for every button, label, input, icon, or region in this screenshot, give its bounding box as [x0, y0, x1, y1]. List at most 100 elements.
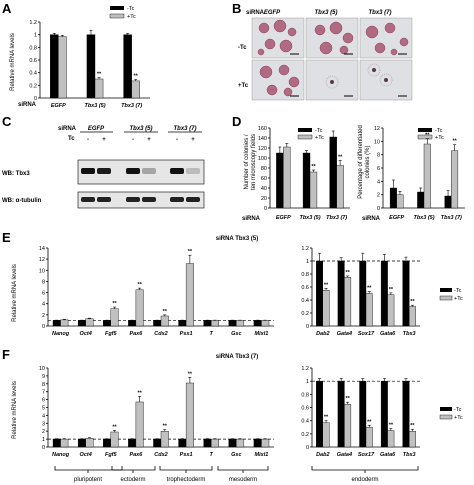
y-tick-label: 2 [377, 193, 380, 199]
panel-d-legend-left: -Tc +Tc [297, 128, 324, 141]
panel-letter-b: B [232, 1, 241, 16]
bar-minus-tc [337, 380, 345, 448]
panel-c-tc-label: Tc [68, 136, 75, 142]
panel-c-tc-marks: - + - + - + [87, 137, 195, 143]
bar-plus-tc [185, 263, 194, 327]
y-tick-label: 80 [261, 166, 267, 172]
significance-marker: ** [367, 286, 372, 292]
bar-minus-tc [359, 260, 367, 327]
bar-minus-tc [402, 380, 410, 448]
y-tick-label: 10 [374, 139, 380, 145]
colony [399, 37, 409, 47]
bar-plus-tc [135, 289, 144, 327]
bar-minus-tc [380, 380, 388, 448]
bar-minus-tc [128, 320, 137, 327]
blot-tbx3 [77, 159, 205, 185]
bar-plus-tc [322, 290, 330, 327]
y-tick-label: 0.2 [301, 432, 309, 438]
chart-f-left: 0 1 2 3 45 6 7 8 9 10 Nanog Oct4 ** Fgf5 ** Pax6 ** Cdx2 *… [39, 366, 274, 458]
significance-marker: ** [97, 72, 102, 78]
legend-swatch-minus-tc [440, 407, 452, 411]
y-tick-label: 2 [42, 429, 45, 435]
blot-band [186, 197, 200, 202]
y-tick-label: 5 [42, 406, 45, 412]
panel-b-row-minus-tc: -Tc [238, 45, 247, 51]
legend-swatch-minus-tc [110, 6, 124, 10]
legend-label-plus-tc: +Tc [435, 135, 444, 141]
bar-plus-tc [236, 438, 245, 448]
x-tick-label: Tbx3 (7) [326, 215, 347, 221]
y-tick-label: 8 [42, 382, 45, 388]
panel-d-ylabel-right-2: colonies (%) [365, 145, 371, 178]
panel-letter-c: C [2, 114, 12, 129]
legend-label-minus-tc: -Tc [315, 128, 323, 134]
legend-swatch-minus-tc [440, 288, 452, 292]
x-tick-label: Fgf5 [105, 331, 118, 337]
y-tick-label: 0.6 [29, 58, 37, 64]
flattened-colony [367, 63, 381, 77]
brace-trophectoderm [159, 466, 213, 473]
bar-minus-tc [228, 320, 237, 327]
legend-label-plus-tc: +Tc [454, 415, 463, 421]
y-tick-label: 9 [42, 374, 45, 380]
legend-label-plus-tc: +Tc [315, 135, 324, 141]
micrograph [305, 59, 359, 101]
panel-e-legend: -Tc +Tc [439, 288, 463, 302]
colony [273, 19, 287, 33]
bar-minus-tc [276, 152, 284, 209]
y-tick-label: 0.6 [301, 406, 309, 412]
bar-minus-tc [103, 438, 111, 448]
panel-c-col-tbx3-5: Tbx3 (5) [129, 126, 152, 132]
x-tick-label: Gsc [231, 452, 241, 458]
panel-d-ylabel-left-2: ten microscopy fields [251, 134, 257, 190]
bar-minus-tc [123, 34, 132, 99]
blot-band [170, 168, 184, 174]
legend-swatch-plus-tc [439, 414, 453, 420]
chart-e-left: 0 2 4 6 8 10 12 14 Nanog Oct4 ** Fgf5 ** Pax6 ** Cdx2 **… [39, 246, 274, 337]
bar-plus-tc [85, 438, 94, 448]
y-tick-label: 20 [261, 196, 267, 202]
bar-plus-tc [336, 165, 344, 209]
significance-marker: ** [112, 301, 117, 307]
bar-minus-tc [153, 438, 162, 448]
bar-plus-tc [160, 431, 169, 448]
colony [339, 45, 349, 55]
blot-band [142, 197, 156, 202]
colony [258, 22, 270, 34]
y-tick-label: 0 [42, 445, 45, 451]
x-tick-label: Nanog [52, 331, 70, 337]
panel-letter-d: D [232, 114, 241, 129]
chart-f-right: 0 0.2 0.4 0.6 0.8 1 1.2 ** Dab2 ** Gata4 ** Sox17 ** G… [301, 366, 420, 458]
y-tick-label: 0.8 [301, 392, 309, 398]
bar-plus-tc [283, 146, 291, 209]
panel-f-ylabel: Relative mRNA levels [12, 381, 18, 439]
y-tick-label: 4 [377, 179, 380, 185]
y-tick-label: 6 [42, 398, 45, 404]
group-label-mesoderm: mesoderm [229, 477, 257, 483]
y-tick-label: 12 [39, 257, 45, 263]
bar-minus-tc [203, 320, 212, 327]
panel-c-col-tbx3-7: Tbx3 (7) [173, 126, 196, 132]
y-tick-label: 12 [374, 126, 380, 132]
x-tick-label: Gata6 [380, 452, 396, 458]
tc-mark: - [87, 137, 89, 143]
brace-pluripotent [54, 466, 123, 473]
significance-marker: ** [389, 287, 394, 293]
x-tick-label: Psx1 [180, 331, 193, 337]
colony [257, 48, 265, 56]
x-tick-label: Gsc [231, 331, 241, 337]
bar-minus-tc [389, 187, 397, 209]
bar-plus-tc [131, 80, 140, 99]
panel-d-row-label-right: siRNA [362, 216, 381, 222]
panel-b-row-plus-tc: +Tc [238, 83, 249, 89]
western-blots [77, 159, 205, 209]
significance-marker: ** [188, 371, 193, 377]
bar-minus-tc [253, 320, 262, 327]
significance-marker: ** [389, 423, 394, 429]
bar-plus-tc [110, 308, 119, 327]
bar-plus-tc [261, 438, 270, 448]
colony [278, 64, 290, 76]
bar-minus-tc [128, 438, 137, 448]
x-tick-label: Fgf5 [105, 452, 118, 458]
significance-marker: ** [134, 74, 139, 80]
